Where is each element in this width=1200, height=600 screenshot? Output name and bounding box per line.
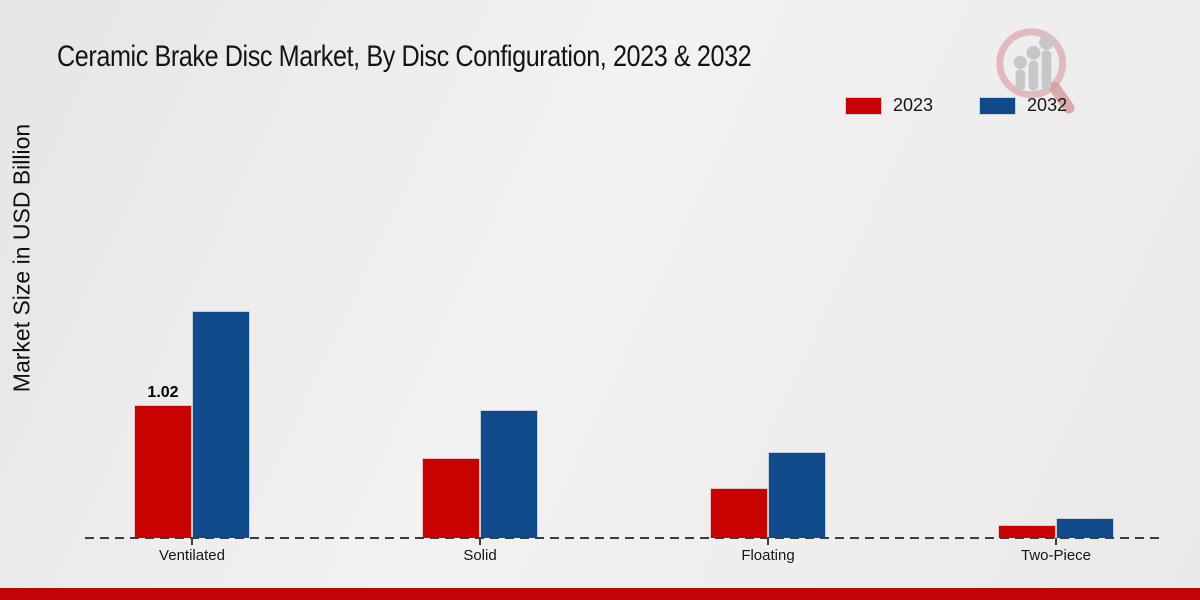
bar-ventilated-2023 — [134, 405, 192, 538]
bar-value-label: 1.02 — [147, 384, 179, 401]
category-label-solid: Solid — [463, 547, 497, 564]
footer-accent-bar — [0, 588, 1200, 600]
bar-solid-2032 — [480, 410, 538, 538]
legend-label: 2032 — [1027, 95, 1068, 115]
chart-title: Ceramic Brake Disc Market, By Disc Confi… — [57, 40, 752, 73]
bar-two-piece-2023 — [998, 525, 1056, 538]
legend: 2023 2032 — [845, 95, 1067, 116]
bar-solid-2023 — [422, 458, 480, 538]
legend-swatch-icon — [845, 96, 882, 115]
legend-item-2032: 2032 — [979, 95, 1067, 116]
x-axis-tick — [1055, 538, 1057, 545]
x-axis-baseline — [85, 537, 1163, 539]
magnifier-bar-chart-logo-icon — [996, 28, 1075, 114]
x-axis-tick — [479, 538, 481, 545]
bar-floating-2032 — [768, 452, 826, 538]
bar-ventilated-2032 — [192, 311, 250, 538]
category-label-floating: Floating — [741, 547, 795, 564]
legend-swatch-icon — [979, 96, 1017, 115]
legend-item-2023: 2023 — [845, 95, 933, 116]
x-axis-tick — [191, 538, 193, 545]
bar-floating-2023 — [710, 488, 768, 538]
bar-two-piece-2032 — [1056, 518, 1114, 538]
category-label-ventilated: Ventilated — [159, 547, 225, 564]
category-label-two-piece: Two-Piece — [1020, 547, 1092, 564]
x-axis-tick — [767, 538, 769, 545]
legend-label: 2023 — [893, 95, 934, 115]
